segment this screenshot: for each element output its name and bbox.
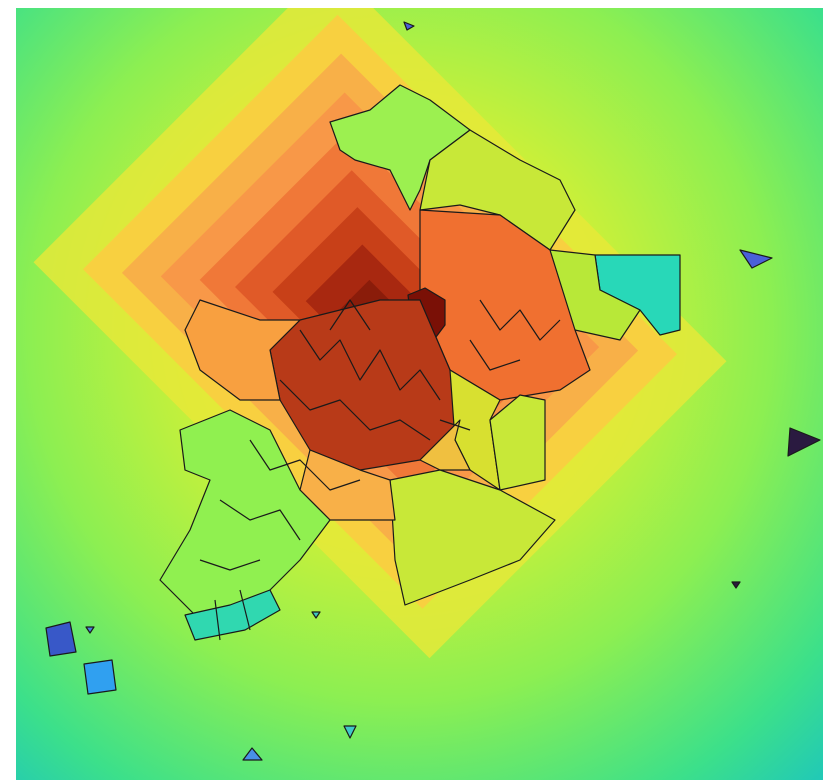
map (0, 0, 823, 784)
feature (84, 660, 116, 694)
page: (() => { const data = JSON.parse(documen… (0, 0, 823, 784)
feature (46, 622, 76, 656)
